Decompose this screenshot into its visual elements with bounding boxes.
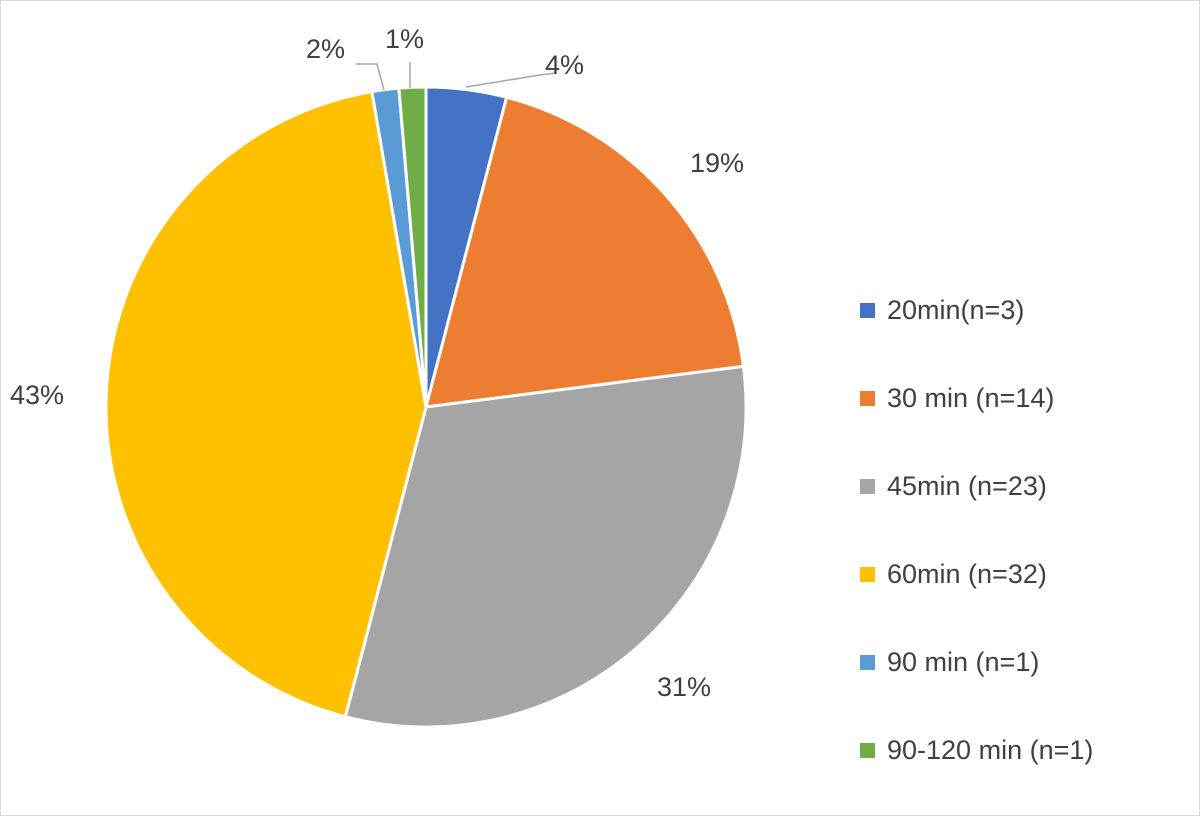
legend-swatch-orange bbox=[860, 390, 875, 406]
leader-lines bbox=[356, 62, 557, 91]
data-label-20min: 4% bbox=[545, 50, 585, 80]
pie-slice-30min bbox=[424, 95, 745, 409]
legend-swatch-blue bbox=[860, 302, 875, 318]
data-label-60min: 43% bbox=[10, 380, 65, 410]
legend-label: 90-120 min (n=1) bbox=[887, 734, 1094, 765]
legend-swatch-lightblue bbox=[860, 654, 875, 670]
pie-slice-60min bbox=[104, 90, 428, 719]
legend-item-60min: 60min (n=32) bbox=[860, 554, 1047, 594]
leader-line-90min bbox=[356, 63, 385, 91]
pie-slices bbox=[104, 85, 748, 729]
pie-slice-90-120min bbox=[397, 85, 428, 409]
legend-item-90-120min: 90-120 min (n=1) bbox=[860, 730, 1093, 770]
data-label-90min: 2% bbox=[306, 34, 346, 64]
data-label-30min: 19% bbox=[690, 148, 745, 178]
data-label-90-120min: 1% bbox=[385, 24, 425, 54]
legend-item-30min: 30 min (n=14) bbox=[860, 378, 1054, 418]
leader-line-20min bbox=[465, 72, 557, 88]
legend-swatch-gray bbox=[860, 478, 875, 494]
pie-slice-45min bbox=[343, 364, 748, 729]
legend-item-90min: 90 min (n=1) bbox=[860, 642, 1039, 682]
data-label-45min: 31% bbox=[657, 672, 712, 702]
legend-item-20min: 20min(n=3) bbox=[860, 290, 1024, 330]
legend-swatch-green bbox=[860, 742, 875, 758]
legend-item-45min: 45min (n=23) bbox=[860, 466, 1047, 506]
legend-label: 45min (n=23) bbox=[887, 470, 1047, 501]
legend-label: 30 min (n=14) bbox=[887, 382, 1055, 413]
legend-label: 90 min (n=1) bbox=[887, 646, 1040, 677]
legend-label: 60min (n=32) bbox=[887, 558, 1047, 589]
legend-label: 20min(n=3) bbox=[887, 294, 1025, 325]
legend-swatch-yellow bbox=[860, 566, 875, 582]
